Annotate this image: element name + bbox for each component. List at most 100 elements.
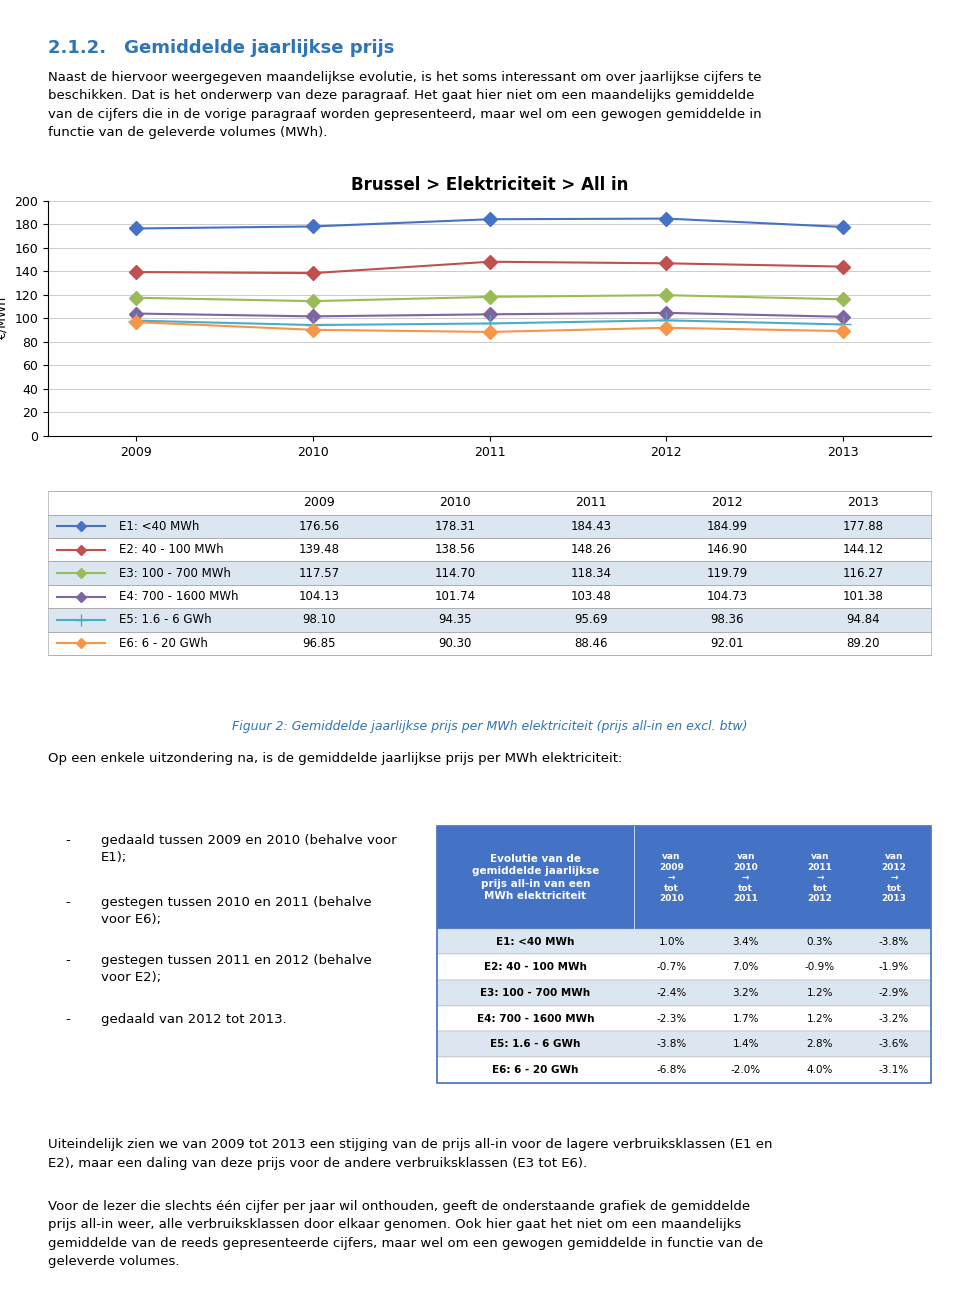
E5: 1.6 - 6 GWh: (2.01e+03, 94.3): 1.6 - 6 GWh: (2.01e+03, 94.3) — [307, 318, 319, 333]
Text: 90.30: 90.30 — [439, 637, 472, 650]
E2: 40 - 100 MWh: (2.01e+03, 139): 40 - 100 MWh: (2.01e+03, 139) — [307, 265, 319, 280]
E3: 100 - 700 MWh: (2.01e+03, 118): 100 - 700 MWh: (2.01e+03, 118) — [484, 289, 495, 305]
Bar — [437, 1057, 931, 1083]
E2: 40 - 100 MWh: (2.01e+03, 148): 40 - 100 MWh: (2.01e+03, 148) — [484, 255, 495, 270]
Text: 177.88: 177.88 — [843, 519, 884, 532]
Bar — [437, 929, 931, 955]
Text: 92.01: 92.01 — [710, 637, 744, 650]
Text: -0.7%: -0.7% — [657, 963, 686, 973]
E1: <40 MWh: (2.01e+03, 178): <40 MWh: (2.01e+03, 178) — [307, 218, 319, 234]
Text: E4: 700 - 1600 MWh: E4: 700 - 1600 MWh — [477, 1013, 594, 1023]
E5: 1.6 - 6 GWh: (2.01e+03, 98.1): 1.6 - 6 GWh: (2.01e+03, 98.1) — [131, 313, 142, 328]
Text: 94.84: 94.84 — [847, 614, 880, 627]
Text: -2.0%: -2.0% — [731, 1065, 760, 1075]
Text: 96.85: 96.85 — [302, 637, 336, 650]
E6: 6 - 20 GWh: (2.01e+03, 89.2): 6 - 20 GWh: (2.01e+03, 89.2) — [837, 323, 849, 339]
E6: 6 - 20 GWh: (2.01e+03, 90.3): 6 - 20 GWh: (2.01e+03, 90.3) — [307, 322, 319, 337]
Text: -2.3%: -2.3% — [657, 1013, 686, 1023]
Text: 101.74: 101.74 — [435, 590, 476, 603]
E1: <40 MWh: (2.01e+03, 177): <40 MWh: (2.01e+03, 177) — [131, 221, 142, 236]
Text: 2.1.2. Gemiddelde jaarlijkse prijs: 2.1.2. Gemiddelde jaarlijkse prijs — [48, 39, 395, 57]
Line: E3: 100 - 700 MWh: E3: 100 - 700 MWh — [132, 291, 848, 306]
Text: 119.79: 119.79 — [707, 567, 748, 580]
Text: Naast de hiervoor weergegeven maandelijkse evolutie, is het soms interessant om : Naast de hiervoor weergegeven maandelijk… — [48, 71, 761, 140]
Bar — [48, 537, 931, 562]
Text: -: - — [65, 895, 70, 908]
E6: 6 - 20 GWh: (2.01e+03, 88.5): 6 - 20 GWh: (2.01e+03, 88.5) — [484, 324, 495, 340]
E4: 700 - 1600 MWh: (2.01e+03, 105): 700 - 1600 MWh: (2.01e+03, 105) — [660, 305, 672, 320]
Line: E6: 6 - 20 GWh: E6: 6 - 20 GWh — [132, 318, 848, 337]
Bar — [437, 981, 931, 1005]
Text: 114.70: 114.70 — [435, 567, 476, 580]
Bar — [437, 1031, 931, 1057]
E2: 40 - 100 MWh: (2.01e+03, 139): 40 - 100 MWh: (2.01e+03, 139) — [131, 265, 142, 280]
E1: <40 MWh: (2.01e+03, 178): <40 MWh: (2.01e+03, 178) — [837, 220, 849, 235]
E2: 40 - 100 MWh: (2.01e+03, 147): 40 - 100 MWh: (2.01e+03, 147) — [660, 256, 672, 271]
Text: 98.36: 98.36 — [710, 614, 744, 627]
Text: -2.4%: -2.4% — [657, 988, 686, 997]
Text: 1.4%: 1.4% — [732, 1039, 759, 1049]
Text: 2012: 2012 — [711, 496, 743, 509]
Text: Voor de lezer die slechts één cijfer per jaar wil onthouden, geeft de onderstaan: Voor de lezer die slechts één cijfer per… — [48, 1199, 763, 1267]
Text: -6.8%: -6.8% — [657, 1065, 686, 1075]
E3: 100 - 700 MWh: (2.01e+03, 118): 100 - 700 MWh: (2.01e+03, 118) — [131, 289, 142, 305]
Text: 118.34: 118.34 — [570, 567, 612, 580]
Text: 2009: 2009 — [303, 496, 335, 509]
Text: 148.26: 148.26 — [570, 544, 612, 557]
Text: 104.73: 104.73 — [707, 590, 748, 603]
Text: 117.57: 117.57 — [299, 567, 340, 580]
E2: 40 - 100 MWh: (2.01e+03, 144): 40 - 100 MWh: (2.01e+03, 144) — [837, 258, 849, 274]
Text: E1: <40 MWh: E1: <40 MWh — [496, 937, 575, 947]
Text: Figuur 2: Gemiddelde jaarlijkse prijs per MWh elektriciteit (prijs all-in en exc: Figuur 2: Gemiddelde jaarlijkse prijs pe… — [232, 720, 747, 734]
Text: E6: 6 - 20 GWh: E6: 6 - 20 GWh — [119, 637, 207, 650]
E3: 100 - 700 MWh: (2.01e+03, 120): 100 - 700 MWh: (2.01e+03, 120) — [660, 287, 672, 302]
Text: E2: 40 - 100 MWh: E2: 40 - 100 MWh — [119, 544, 224, 557]
E3: 100 - 700 MWh: (2.01e+03, 115): 100 - 700 MWh: (2.01e+03, 115) — [307, 293, 319, 309]
Text: 0.3%: 0.3% — [806, 937, 833, 947]
Text: 2.8%: 2.8% — [806, 1039, 833, 1049]
Bar — [437, 827, 931, 929]
Text: 1.7%: 1.7% — [732, 1013, 759, 1023]
Text: gedaald van 2012 tot 2013.: gedaald van 2012 tot 2013. — [101, 1013, 287, 1026]
Text: 116.27: 116.27 — [843, 567, 884, 580]
E4: 700 - 1600 MWh: (2.01e+03, 104): 700 - 1600 MWh: (2.01e+03, 104) — [131, 306, 142, 322]
Text: 139.48: 139.48 — [299, 544, 340, 557]
Text: -3.6%: -3.6% — [879, 1039, 909, 1049]
E1: <40 MWh: (2.01e+03, 185): <40 MWh: (2.01e+03, 185) — [660, 211, 672, 226]
E5: 1.6 - 6 GWh: (2.01e+03, 98.4): 1.6 - 6 GWh: (2.01e+03, 98.4) — [660, 313, 672, 328]
Text: -: - — [65, 955, 70, 968]
Text: 98.10: 98.10 — [302, 614, 336, 627]
Text: 89.20: 89.20 — [847, 637, 880, 650]
Text: 101.38: 101.38 — [843, 590, 883, 603]
Text: 2010: 2010 — [440, 496, 471, 509]
Text: E3: 100 - 700 MWh: E3: 100 - 700 MWh — [480, 988, 590, 997]
Bar — [437, 955, 931, 981]
Line: E5: 1.6 - 6 GWh: E5: 1.6 - 6 GWh — [129, 313, 851, 332]
Text: E5: 1.6 - 6 GWh: E5: 1.6 - 6 GWh — [119, 614, 211, 627]
Text: E5: 1.6 - 6 GWh: E5: 1.6 - 6 GWh — [491, 1039, 581, 1049]
Text: 3.4%: 3.4% — [732, 937, 759, 947]
E6: 6 - 20 GWh: (2.01e+03, 96.8): 6 - 20 GWh: (2.01e+03, 96.8) — [131, 314, 142, 329]
Bar — [48, 585, 931, 609]
Text: 2013: 2013 — [848, 496, 879, 509]
Text: gestegen tussen 2010 en 2011 (behalve
voor E6);: gestegen tussen 2010 en 2011 (behalve vo… — [101, 895, 372, 925]
Text: -: - — [65, 1013, 70, 1026]
Text: -3.1%: -3.1% — [879, 1065, 909, 1075]
Bar — [48, 491, 931, 514]
Text: -1.9%: -1.9% — [879, 963, 909, 973]
Text: 178.31: 178.31 — [435, 519, 475, 532]
Text: Evolutie van de
gemiddelde jaarlijkse
prijs all-in van een
MWh elektriciteit: Evolutie van de gemiddelde jaarlijkse pr… — [472, 854, 599, 902]
Text: E1: <40 MWh: E1: <40 MWh — [119, 519, 199, 532]
Text: van
2009
→
tot
2010: van 2009 → tot 2010 — [660, 853, 684, 903]
Bar — [48, 514, 931, 537]
Text: 104.13: 104.13 — [299, 590, 340, 603]
Text: gestegen tussen 2011 en 2012 (behalve
voor E2);: gestegen tussen 2011 en 2012 (behalve vo… — [101, 955, 372, 985]
E6: 6 - 20 GWh: (2.01e+03, 92): 6 - 20 GWh: (2.01e+03, 92) — [660, 320, 672, 336]
Text: E6: 6 - 20 GWh: E6: 6 - 20 GWh — [492, 1065, 579, 1075]
Text: 144.12: 144.12 — [843, 544, 884, 557]
Text: van
2012
→
tot
2013: van 2012 → tot 2013 — [881, 853, 906, 903]
Text: 138.56: 138.56 — [435, 544, 475, 557]
Text: 1.2%: 1.2% — [806, 988, 833, 997]
Text: -3.8%: -3.8% — [657, 1039, 686, 1049]
Text: 88.46: 88.46 — [574, 637, 608, 650]
